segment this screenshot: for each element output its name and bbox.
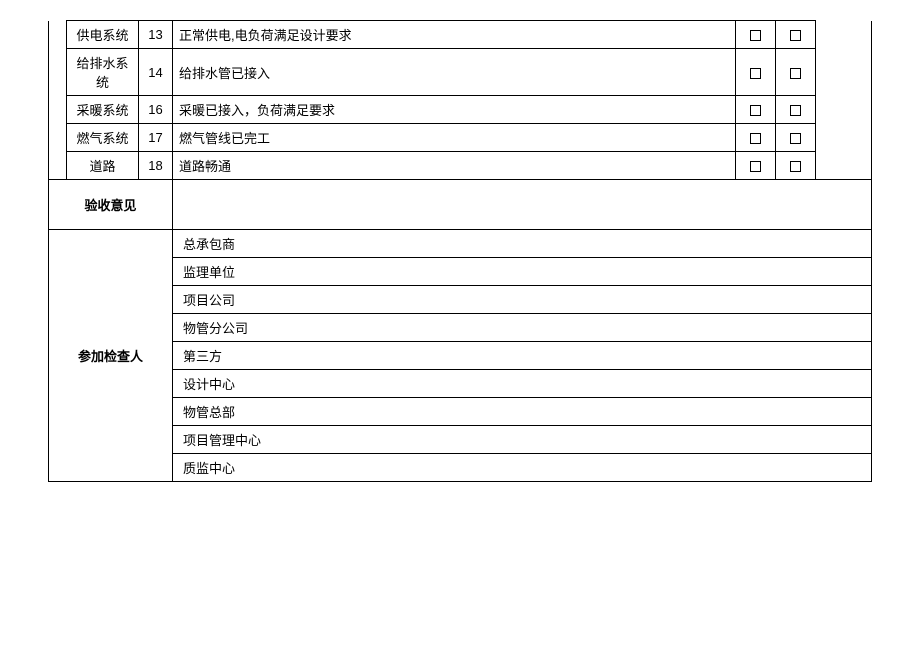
- system-cell: 供电系统: [67, 21, 139, 49]
- desc-cell: 给排水管已接入: [173, 49, 736, 96]
- checkbox-cell-1[interactable]: [736, 49, 776, 96]
- checkbox-cell-1[interactable]: [736, 152, 776, 180]
- system-cell: 道路: [67, 152, 139, 180]
- checkbox-icon: [750, 105, 761, 116]
- party-row: 物管分公司: [49, 314, 872, 342]
- checklist-row: 给排水系统 14 给排水管已接入: [49, 49, 872, 96]
- party-row: 项目公司: [49, 286, 872, 314]
- desc-cell: 采暖已接入，负荷满足要求: [173, 96, 736, 124]
- party-name: 项目公司: [173, 286, 872, 314]
- party-row: 监理单位: [49, 258, 872, 286]
- inspection-table: 供电系统 13 正常供电,电负荷满足设计要求 给排水系统 14 给排水管已接入 …: [48, 20, 872, 482]
- party-name: 总承包商: [173, 230, 872, 258]
- checkbox-icon: [790, 68, 801, 79]
- party-name: 质监中心: [173, 454, 872, 482]
- num-cell: 14: [139, 49, 173, 96]
- indent-cell: [49, 21, 67, 180]
- party-row: 项目管理中心: [49, 426, 872, 454]
- remark-cell: [816, 21, 872, 180]
- party-name: 监理单位: [173, 258, 872, 286]
- party-name: 项目管理中心: [173, 426, 872, 454]
- checkbox-icon: [750, 133, 761, 144]
- checkbox-cell-2[interactable]: [776, 124, 816, 152]
- party-row: 第三方: [49, 342, 872, 370]
- checkbox-icon: [790, 133, 801, 144]
- checkbox-icon: [790, 30, 801, 41]
- inspectors-label: 参加检查人: [49, 230, 173, 482]
- checkbox-cell-1[interactable]: [736, 96, 776, 124]
- document-page: 供电系统 13 正常供电,电负荷满足设计要求 给排水系统 14 给排水管已接入 …: [0, 0, 920, 651]
- party-name: 第三方: [173, 342, 872, 370]
- num-cell: 16: [139, 96, 173, 124]
- checkbox-icon: [750, 68, 761, 79]
- opinion-value[interactable]: [173, 180, 872, 230]
- opinion-label: 验收意见: [49, 180, 173, 230]
- party-row: 参加检查人 总承包商: [49, 230, 872, 258]
- checklist-row: 供电系统 13 正常供电,电负荷满足设计要求: [49, 21, 872, 49]
- opinion-row: 验收意见: [49, 180, 872, 230]
- system-cell: 燃气系统: [67, 124, 139, 152]
- checkbox-cell-1[interactable]: [736, 21, 776, 49]
- num-cell: 18: [139, 152, 173, 180]
- system-cell: 采暖系统: [67, 96, 139, 124]
- party-name: 物管总部: [173, 398, 872, 426]
- party-row: 质监中心: [49, 454, 872, 482]
- checkbox-cell-2[interactable]: [776, 49, 816, 96]
- party-row: 物管总部: [49, 398, 872, 426]
- num-cell: 13: [139, 21, 173, 49]
- checklist-row: 道路 18 道路畅通: [49, 152, 872, 180]
- num-cell: 17: [139, 124, 173, 152]
- party-name: 设计中心: [173, 370, 872, 398]
- checkbox-icon: [790, 161, 801, 172]
- checkbox-cell-1[interactable]: [736, 124, 776, 152]
- desc-cell: 道路畅通: [173, 152, 736, 180]
- checkbox-icon: [790, 105, 801, 116]
- checkbox-icon: [750, 30, 761, 41]
- desc-cell: 正常供电,电负荷满足设计要求: [173, 21, 736, 49]
- checkbox-cell-2[interactable]: [776, 152, 816, 180]
- desc-cell: 燃气管线已完工: [173, 124, 736, 152]
- checkbox-cell-2[interactable]: [776, 21, 816, 49]
- party-row: 设计中心: [49, 370, 872, 398]
- checklist-row: 采暖系统 16 采暖已接入，负荷满足要求: [49, 96, 872, 124]
- party-name: 物管分公司: [173, 314, 872, 342]
- checkbox-cell-2[interactable]: [776, 96, 816, 124]
- system-cell: 给排水系统: [67, 49, 139, 96]
- checklist-row: 燃气系统 17 燃气管线已完工: [49, 124, 872, 152]
- checkbox-icon: [750, 161, 761, 172]
